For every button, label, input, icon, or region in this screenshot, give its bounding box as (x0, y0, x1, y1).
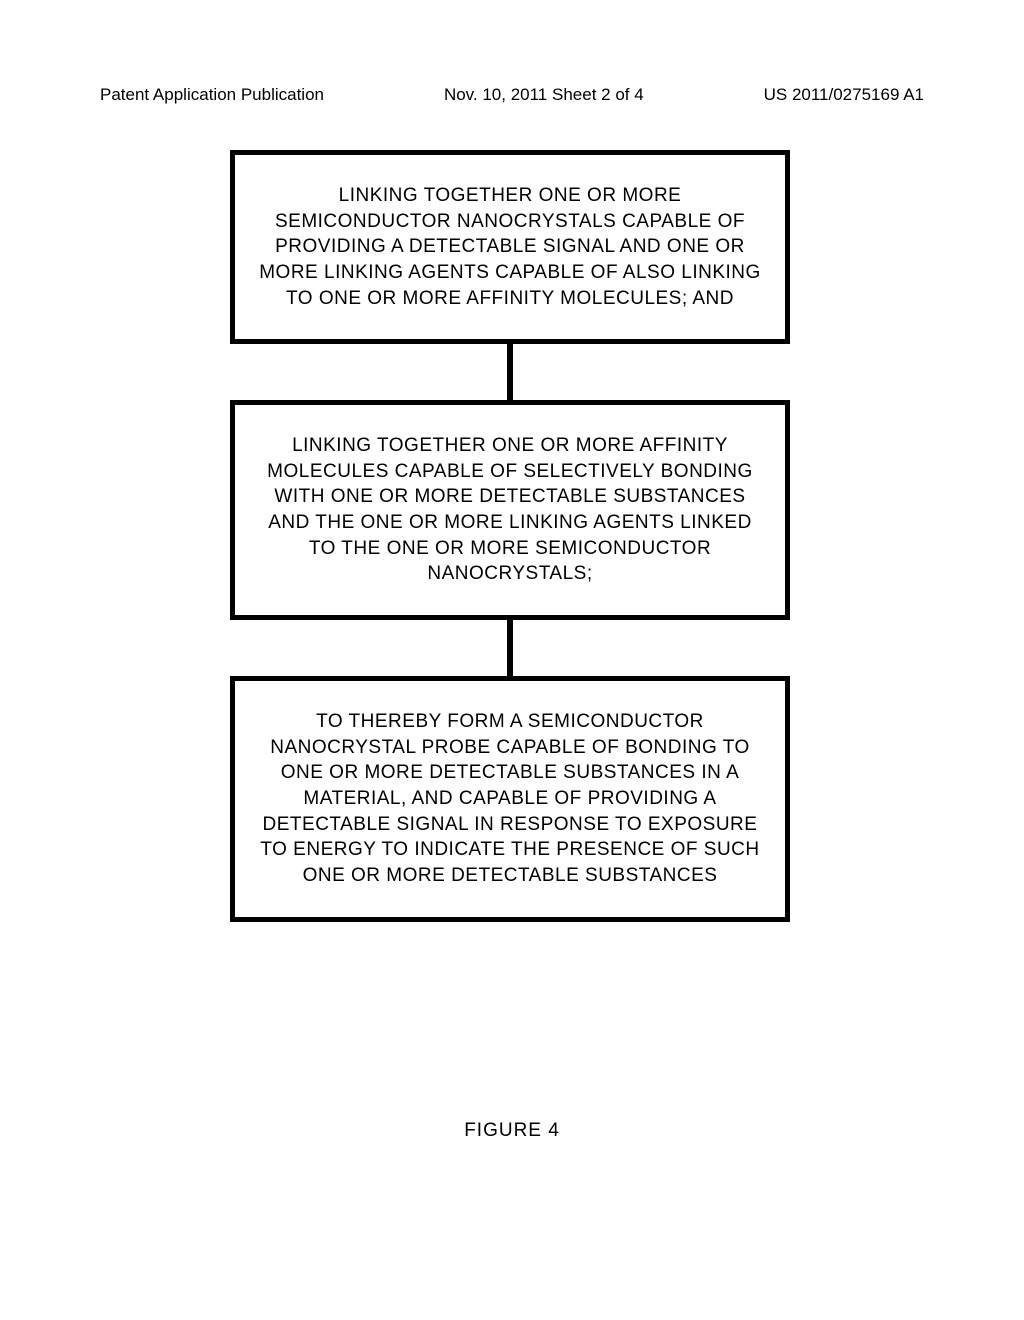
header-right: US 2011/0275169 A1 (764, 85, 924, 105)
flowchart-diagram: LINKING TOGETHER ONE OR MORE SEMICONDUCT… (230, 150, 790, 922)
flow-connector-2 (507, 620, 513, 676)
header-left: Patent Application Publication (100, 85, 324, 105)
flow-connector-1 (507, 344, 513, 400)
header-center: Nov. 10, 2011 Sheet 2 of 4 (444, 85, 644, 105)
flow-box-1: LINKING TOGETHER ONE OR MORE SEMICONDUCT… (230, 150, 790, 344)
figure-label: FIGURE 4 (0, 1120, 1024, 1142)
page-header: Patent Application Publication Nov. 10, … (100, 85, 924, 105)
flow-box-2: LINKING TOGETHER ONE OR MORE AFFINITY MO… (230, 400, 790, 620)
flow-box-3: TO THEREBY FORM A SEMICONDUCTOR NANOCRYS… (230, 676, 790, 921)
